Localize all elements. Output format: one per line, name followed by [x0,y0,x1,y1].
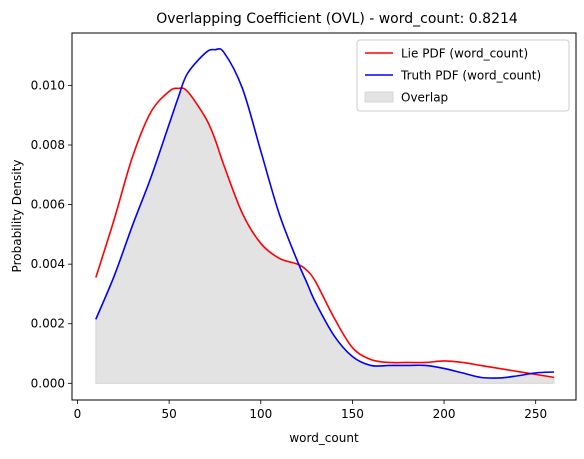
y-tick-label: 0.008 [31,138,65,152]
y-tick-label: 0.000 [31,376,65,390]
legend-truth-label: Truth PDF (word_count) [400,69,541,83]
y-tick-label: 0.006 [31,198,65,212]
truth-pdf-line [95,47,555,379]
plot-frame [71,32,577,401]
legend-overlap-swatch [364,91,394,103]
x-tick-label: 100 [249,407,272,421]
y-axis-label: Probability Density [10,160,24,273]
legend: Lie PDF (word_count) Truth PDF (word_coun… [356,39,570,112]
plot-area [95,47,555,384]
y-axis: 0.000 0.002 0.004 0.006 0.008 0.010 [31,78,72,390]
x-tick-label: 200 [433,407,456,421]
x-tick-label: 50 [161,407,176,421]
overlap-area [95,89,555,384]
x-axis: 0 50 100 150 200 250 [74,400,547,421]
legend-lie-label: Lie PDF (word_count) [401,47,528,61]
lie-pdf-line [95,87,555,379]
legend-overlap-label: Overlap [401,91,448,105]
x-axis-label: word_count [289,431,359,445]
y-tick-label: 0.010 [31,78,65,92]
chart-title: Overlapping Coefficient (OVL) - word_cou… [156,11,518,27]
x-tick-label: 0 [74,407,82,421]
x-tick-label: 150 [341,407,364,421]
x-tick-label: 250 [524,407,547,421]
y-tick-label: 0.004 [31,257,65,271]
legend-box [356,39,570,112]
y-tick-label: 0.002 [31,317,65,331]
